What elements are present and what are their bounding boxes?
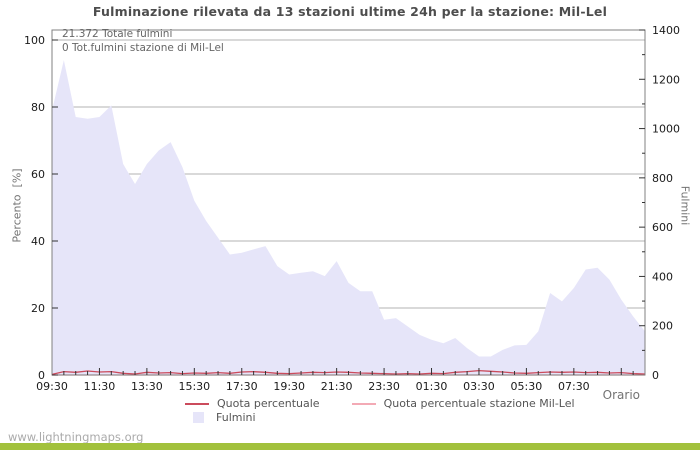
x-axis-label: Orario [602,388,640,402]
legend-item-fulmini: Fulmini [191,411,256,424]
legend-label-quota: Quota percentuale [217,397,320,410]
legend-item-quota-stazione: Quota percentuale stazione Mil-Lel [351,397,575,410]
y-axis-right-label: Fulmini [678,185,692,226]
legend-label-quota-stazione: Quota percentuale stazione Mil-Lel [383,397,575,410]
watermark-link[interactable]: www.lightningmaps.org [8,430,144,444]
legend-row-2: Fulmini [191,411,288,424]
legend-item-quota: Quota percentuale [185,397,320,410]
y-axis-left-label: Percento [%] [10,168,24,243]
svg-text:1400: 1400 [652,24,680,37]
svg-text:01:30: 01:30 [416,380,448,393]
quota-line-swatch [185,402,209,405]
svg-text:23:30: 23:30 [368,380,400,393]
svg-text:13:30: 13:30 [131,380,163,393]
svg-text:1200: 1200 [652,73,680,86]
svg-text:07:30: 07:30 [558,380,590,393]
svg-text:15:30: 15:30 [178,380,210,393]
footer-bar [0,443,700,450]
svg-text:11:30: 11:30 [84,380,116,393]
svg-text:800: 800 [652,172,673,185]
svg-text:0: 0 [652,369,659,382]
annotation-station-fulmini: 0 Tot.fulmini stazione di Mil-Lel [62,42,224,54]
svg-text:0: 0 [38,369,45,382]
svg-text:1000: 1000 [652,123,680,136]
svg-text:19:30: 19:30 [273,380,305,393]
svg-text:09:30: 09:30 [36,380,68,393]
svg-text:60: 60 [31,168,45,181]
svg-text:21:30: 21:30 [321,380,353,393]
fulmini-area-swatch [193,412,204,423]
annotation-total-fulmini: 21.372 Totale fulmini [62,28,173,40]
quota-stazione-line-swatch [351,402,376,405]
svg-text:200: 200 [652,320,673,333]
chart-title: Fulminazione rilevata da 13 stazioni ult… [92,4,608,19]
svg-text:17:30: 17:30 [226,380,258,393]
svg-text:40: 40 [31,235,45,248]
svg-text:20: 20 [31,302,45,315]
svg-text:80: 80 [31,101,45,114]
svg-text:05:30: 05:30 [511,380,543,393]
svg-text:400: 400 [652,270,673,283]
legend-row-1: Quota percentuale Quota percentuale staz… [185,397,607,410]
svg-text:03:30: 03:30 [463,380,495,393]
legend-label-fulmini: Fulmini [216,411,256,424]
svg-text:600: 600 [652,221,673,234]
svg-text:100: 100 [24,34,45,47]
